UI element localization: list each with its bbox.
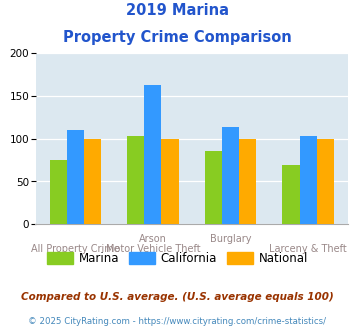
Text: Compared to U.S. average. (U.S. average equals 100): Compared to U.S. average. (U.S. average … <box>21 292 334 302</box>
Bar <box>50 160 67 224</box>
Bar <box>222 127 239 224</box>
Text: Motor Vehicle Theft: Motor Vehicle Theft <box>105 244 200 254</box>
Bar <box>144 84 162 224</box>
Bar <box>239 139 256 224</box>
Bar <box>67 130 84 224</box>
Bar <box>283 165 300 224</box>
Bar <box>317 139 334 224</box>
Text: Property Crime Comparison: Property Crime Comparison <box>63 30 292 45</box>
Text: Larceny & Theft: Larceny & Theft <box>269 244 347 254</box>
Bar <box>300 136 317 224</box>
Text: Arson: Arson <box>139 234 167 244</box>
Text: © 2025 CityRating.com - https://www.cityrating.com/crime-statistics/: © 2025 CityRating.com - https://www.city… <box>28 317 327 326</box>
Bar <box>84 139 101 224</box>
Bar <box>205 150 222 224</box>
Text: All Property Crime: All Property Crime <box>31 244 120 254</box>
Bar <box>127 136 144 224</box>
Text: 2019 Marina: 2019 Marina <box>126 3 229 18</box>
Bar <box>162 139 179 224</box>
Text: Burglary: Burglary <box>210 234 251 244</box>
Legend: Marina, California, National: Marina, California, National <box>42 247 313 270</box>
